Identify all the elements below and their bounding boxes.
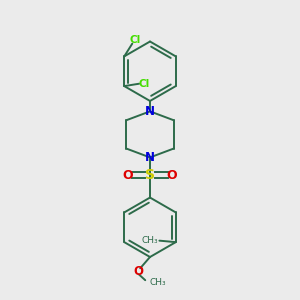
Text: O: O — [167, 169, 177, 182]
Text: O: O — [123, 169, 133, 182]
Text: O: O — [134, 265, 144, 278]
Text: N: N — [145, 151, 155, 164]
Text: S: S — [145, 168, 155, 182]
Text: Cl: Cl — [129, 35, 140, 45]
Text: N: N — [145, 105, 155, 118]
Text: Cl: Cl — [139, 79, 150, 89]
Text: CH₃: CH₃ — [149, 278, 166, 287]
Text: CH₃: CH₃ — [141, 236, 158, 245]
